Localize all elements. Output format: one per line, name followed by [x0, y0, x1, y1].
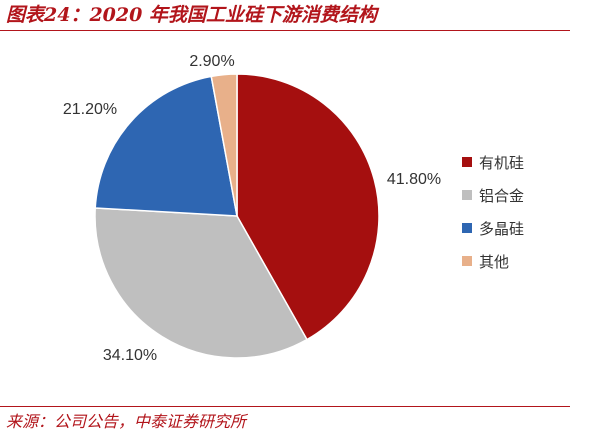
legend-label-other: 其他 [479, 253, 509, 271]
legend-swatch-aluminum-alloy [462, 190, 472, 200]
figure-title: 图表24：2020 年我国工业硅下游消费结构 [6, 4, 377, 26]
legend-swatch-polysilicon [462, 223, 472, 233]
source-note: 来源：公司公告，中泰证券研究所 [6, 412, 247, 431]
data-label-polysilicon: 21.20% [63, 101, 117, 118]
data-label-aluminum-alloy: 34.10% [103, 347, 157, 364]
title-divider [0, 30, 570, 31]
legend-swatch-other [462, 256, 472, 266]
legend-label-organic-silicon: 有机硅 [479, 154, 524, 172]
pie-slice-polysilicon [94, 75, 238, 217]
data-label-organic-silicon: 41.80% [387, 171, 441, 188]
legend-label-polysilicon: 多晶硅 [479, 220, 524, 238]
pie-slice-aluminum-alloy [94, 207, 308, 359]
pie-slice-other [210, 73, 238, 217]
pie-slice-organic-silicon [236, 73, 380, 341]
legend-swatch-organic-silicon [462, 157, 472, 167]
data-label-other: 2.90% [189, 53, 234, 70]
legend-label-aluminum-alloy: 铝合金 [479, 187, 524, 205]
footer-divider [0, 406, 570, 407]
